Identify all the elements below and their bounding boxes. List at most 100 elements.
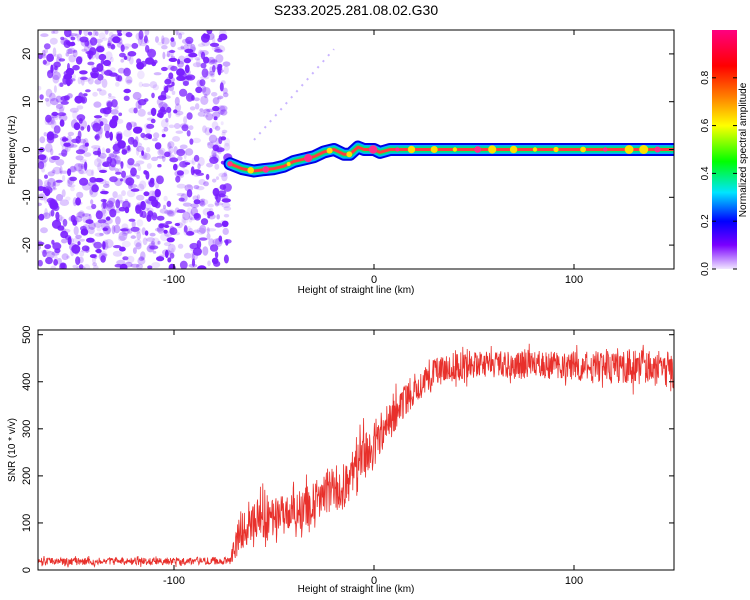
noise-blob (161, 45, 168, 50)
noise-blob (84, 161, 88, 171)
noise-blob (169, 49, 174, 57)
noise-blob (62, 136, 67, 143)
noise-blob (137, 257, 146, 265)
noise-blob (174, 207, 180, 214)
noise-blob (174, 232, 181, 236)
noise-blob (73, 226, 79, 236)
noise-blob (156, 112, 164, 118)
noise-blob (192, 62, 202, 68)
noise-blob (55, 95, 63, 103)
noise-blob (65, 52, 70, 57)
noise-blob (120, 58, 125, 63)
noise-blob (188, 52, 198, 58)
noise-blob (144, 230, 149, 236)
noise-blob (45, 99, 52, 107)
noise-blob (113, 224, 121, 234)
noise-blob (109, 131, 113, 141)
noise-blob (188, 125, 194, 131)
noise-blob (97, 219, 107, 224)
noise-blob (220, 109, 228, 116)
noise-blob (206, 211, 215, 216)
noise-blob (90, 33, 95, 40)
noise-blob (147, 111, 153, 116)
noise-blob (89, 37, 98, 46)
noise-blob (155, 189, 161, 198)
noise-blob (81, 249, 91, 253)
noise-blob (167, 111, 172, 119)
noise-blob (109, 31, 114, 38)
signal-track-blob (286, 162, 291, 166)
noise-blob (166, 237, 175, 243)
noise-blob (182, 159, 189, 168)
noise-blob (87, 50, 94, 59)
noise-blob (60, 238, 68, 244)
noise-blob (85, 89, 91, 93)
x-tick-label: -100 (163, 274, 185, 286)
snr-x-label: Height of straight line (km) (298, 584, 415, 595)
noise-blob (121, 149, 128, 155)
noise-blob (119, 133, 123, 140)
noise-blob (215, 54, 224, 63)
noise-blob (209, 155, 216, 159)
noise-blob (199, 79, 206, 87)
noise-blob (44, 174, 48, 179)
noise-blob (91, 184, 99, 193)
noise-blob (203, 108, 211, 114)
noise-blob (212, 238, 222, 245)
x-tick-label: 100 (565, 575, 583, 587)
noise-blob (72, 64, 80, 71)
noise-blob (126, 255, 135, 264)
noise-blob (67, 47, 76, 54)
noise-blob (119, 263, 128, 269)
noise-blob (101, 68, 105, 75)
noise-blob (198, 199, 205, 206)
signal-track-blob (553, 146, 559, 153)
noise-blob (123, 95, 130, 102)
noise-blob (67, 179, 73, 188)
noise-blob (164, 151, 171, 158)
noise-blob (101, 253, 108, 257)
noise-blob (137, 108, 146, 117)
noise-blob (91, 145, 101, 149)
spectrogram-x-ticks: -100 0 100 (163, 30, 583, 286)
noise-blob (174, 96, 180, 106)
noise-blob (184, 54, 194, 62)
signal-track-blob (639, 145, 649, 154)
noise-blob (78, 118, 83, 124)
noise-blob (211, 257, 219, 264)
noise-blob (215, 193, 221, 203)
noise-blob (123, 56, 128, 60)
noise-blob (123, 43, 132, 48)
noise-blob (159, 223, 169, 227)
noise-blob (146, 117, 155, 121)
spectrogram-signal-track (223, 140, 674, 178)
noise-blob (163, 195, 168, 202)
noise-blob (146, 147, 151, 153)
noise-blob (87, 76, 94, 85)
noise-blob (177, 243, 184, 249)
noise-blob (149, 81, 158, 89)
noise-blob (49, 53, 54, 60)
noise-blob (42, 249, 47, 258)
noise-blob (169, 157, 179, 163)
noise-blob (53, 85, 57, 93)
noise-blob (196, 58, 201, 68)
x-tick-label: 0 (371, 575, 377, 587)
noise-blob (96, 88, 102, 92)
noise-blob (146, 199, 155, 205)
noise-blob (150, 118, 156, 124)
noise-blob (187, 207, 192, 215)
noise-blob (174, 123, 181, 129)
noise-blob (127, 51, 137, 57)
noise-blob (55, 158, 65, 166)
noise-blob (83, 45, 90, 53)
noise-blob (120, 161, 124, 169)
noise-blob (183, 252, 192, 259)
noise-blob (201, 85, 207, 93)
noise-blob (137, 70, 145, 80)
noise-blob (137, 38, 142, 47)
noise-blob (143, 35, 148, 44)
noise-blob (105, 130, 110, 139)
noise-blob (77, 130, 82, 140)
noise-blob (207, 260, 211, 267)
